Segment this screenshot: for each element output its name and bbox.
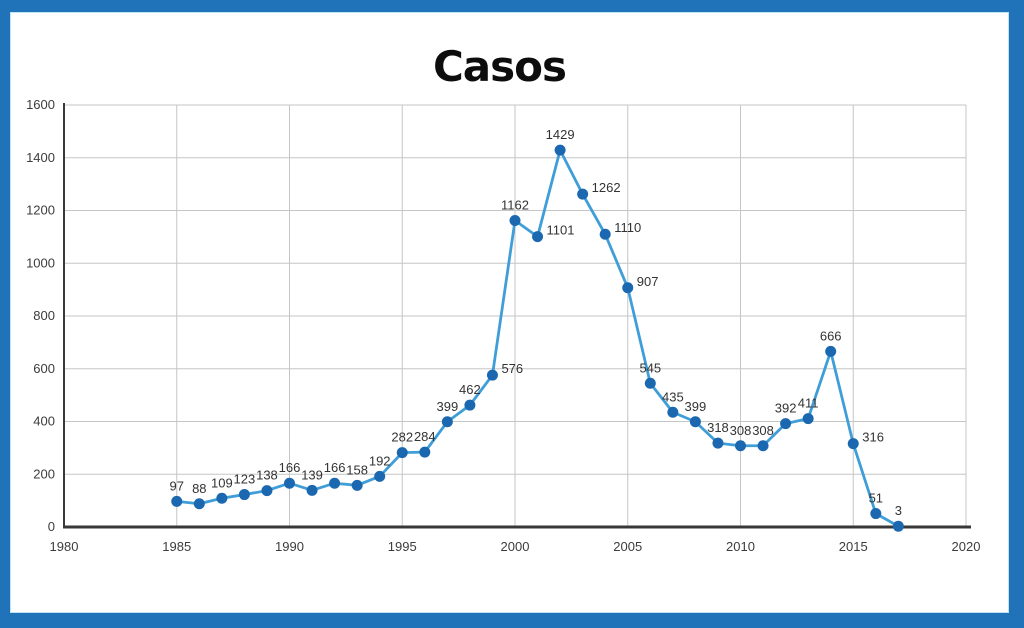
x-tick-label: 1980 bbox=[50, 539, 79, 554]
data-point-label: 1429 bbox=[546, 127, 575, 142]
data-point-label: 138 bbox=[256, 468, 278, 483]
data-point bbox=[870, 508, 882, 520]
data-point bbox=[284, 477, 295, 489]
data-point-label: 166 bbox=[279, 460, 301, 475]
data-point-label: 282 bbox=[391, 430, 413, 445]
data-point-label: 907 bbox=[637, 274, 659, 289]
data-point bbox=[171, 495, 183, 507]
data-point-label: 399 bbox=[436, 399, 458, 414]
data-point bbox=[577, 188, 589, 200]
data-point bbox=[261, 485, 273, 497]
data-point-label: 1262 bbox=[592, 180, 621, 195]
data-point-label: 3 bbox=[895, 503, 902, 518]
data-point-label: 88 bbox=[192, 481, 206, 496]
data-point bbox=[667, 406, 679, 418]
data-point-label: 123 bbox=[234, 472, 256, 487]
data-point-label: 392 bbox=[775, 401, 797, 416]
data-point bbox=[396, 447, 408, 459]
data-point bbox=[599, 228, 611, 240]
data-point bbox=[847, 438, 859, 450]
data-point-label: 51 bbox=[869, 491, 883, 506]
data-point bbox=[419, 446, 431, 458]
x-tick-label: 2020 bbox=[952, 539, 981, 554]
data-point-label: 435 bbox=[662, 389, 684, 404]
x-tick-label: 2000 bbox=[501, 539, 530, 554]
x-tick-label: 2015 bbox=[839, 539, 868, 554]
y-tick-label: 1600 bbox=[26, 97, 55, 112]
data-point-label: 166 bbox=[324, 460, 346, 475]
data-point-label: 284 bbox=[414, 429, 436, 444]
data-point bbox=[238, 489, 250, 501]
x-tick-label: 1995 bbox=[388, 539, 417, 554]
data-point bbox=[532, 231, 544, 243]
data-point-label: 308 bbox=[730, 423, 752, 438]
y-tick-label: 1000 bbox=[26, 255, 55, 270]
data-point bbox=[622, 282, 634, 294]
data-point bbox=[825, 345, 837, 357]
data-point bbox=[306, 484, 318, 496]
data-point bbox=[441, 416, 453, 428]
data-point bbox=[780, 418, 792, 430]
data-point-label: 576 bbox=[501, 361, 523, 376]
y-tick-label: 1400 bbox=[26, 150, 55, 165]
data-point-label: 97 bbox=[170, 478, 184, 493]
data-point-label: 1101 bbox=[547, 223, 575, 238]
y-tick-label: 200 bbox=[33, 466, 55, 481]
data-point bbox=[554, 144, 566, 156]
data-point-label: 1110 bbox=[614, 220, 641, 235]
data-point-label: 192 bbox=[369, 453, 391, 468]
data-point bbox=[486, 369, 498, 381]
data-point-label: 139 bbox=[301, 467, 323, 482]
data-point-label: 308 bbox=[752, 423, 774, 438]
y-tick-label: 0 bbox=[48, 519, 55, 534]
data-point bbox=[216, 492, 228, 504]
data-point-label: 411 bbox=[798, 396, 819, 411]
data-point bbox=[193, 498, 205, 510]
y-tick-label: 1200 bbox=[26, 203, 55, 218]
data-point-label: 318 bbox=[707, 420, 729, 435]
data-point bbox=[757, 440, 769, 452]
data-point-label: 462 bbox=[459, 382, 481, 397]
data-point bbox=[509, 215, 521, 227]
y-tick-label: 800 bbox=[33, 308, 55, 323]
y-tick-label: 600 bbox=[33, 361, 55, 376]
x-tick-label: 1985 bbox=[162, 539, 191, 554]
data-point bbox=[374, 470, 386, 482]
data-point-label: 545 bbox=[639, 360, 661, 375]
data-point bbox=[892, 520, 904, 532]
data-point bbox=[644, 377, 656, 389]
data-point-label: 666 bbox=[820, 328, 842, 343]
data-point-label: 316 bbox=[862, 430, 884, 445]
data-point bbox=[712, 437, 724, 449]
data-point bbox=[329, 477, 341, 489]
data-point bbox=[689, 416, 701, 428]
data-point bbox=[464, 399, 476, 411]
x-tick-label: 1990 bbox=[275, 539, 304, 554]
x-tick-label: 2005 bbox=[613, 539, 642, 554]
y-tick-label: 400 bbox=[33, 414, 55, 429]
data-point-label: 109 bbox=[211, 475, 233, 490]
data-point bbox=[351, 479, 363, 491]
data-point-label: 158 bbox=[346, 462, 368, 477]
x-tick-label: 2010 bbox=[726, 539, 755, 554]
data-point-label: 399 bbox=[685, 399, 707, 414]
data-point bbox=[735, 440, 746, 452]
data-point-label: 1162 bbox=[501, 198, 529, 213]
data-point bbox=[802, 413, 814, 425]
chart-title: Casos bbox=[432, 42, 567, 91]
